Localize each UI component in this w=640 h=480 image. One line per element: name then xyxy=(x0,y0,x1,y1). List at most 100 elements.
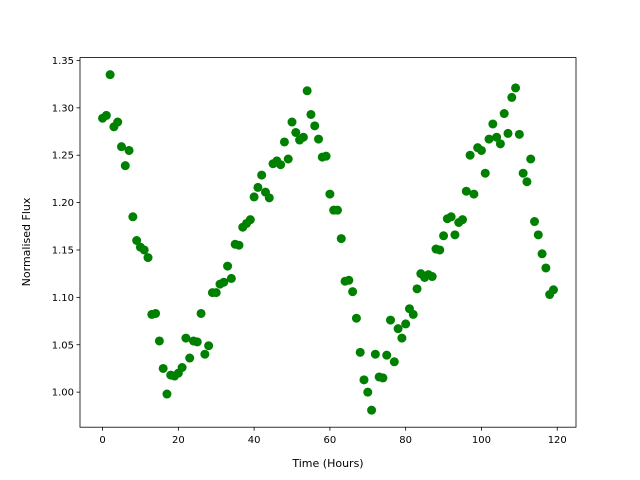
data-point xyxy=(139,245,149,255)
data-point xyxy=(283,154,293,164)
data-point xyxy=(378,373,388,383)
data-point xyxy=(257,170,267,180)
data-point xyxy=(355,347,365,357)
y-tick-label: 1.25 xyxy=(52,151,74,162)
x-axis-label: Time (Hours) xyxy=(291,457,363,470)
data-point xyxy=(359,375,369,385)
data-point xyxy=(382,350,392,360)
data-point xyxy=(533,230,543,240)
data-point xyxy=(488,119,498,129)
data-point xyxy=(344,275,354,285)
data-point xyxy=(397,333,407,343)
data-point xyxy=(249,192,259,202)
data-point xyxy=(514,129,524,139)
data-point xyxy=(435,245,445,255)
data-point xyxy=(469,189,479,199)
data-point xyxy=(412,284,422,294)
data-point xyxy=(526,154,536,164)
data-point xyxy=(446,212,456,222)
data-point xyxy=(537,249,547,259)
data-point xyxy=(389,357,399,367)
x-tick-label: 60 xyxy=(324,435,337,446)
data-point xyxy=(302,86,312,96)
x-tick-label: 20 xyxy=(172,435,185,446)
y-tick-label: 1.15 xyxy=(52,245,74,256)
y-tick-label: 1.05 xyxy=(52,340,74,351)
data-point xyxy=(253,182,263,192)
data-point xyxy=(276,160,286,170)
data-point xyxy=(177,362,187,372)
data-point xyxy=(511,83,521,93)
data-point xyxy=(476,145,486,155)
y-tick-label: 1.35 xyxy=(52,56,74,67)
x-tick-label: 100 xyxy=(472,435,491,446)
y-tick-label: 1.00 xyxy=(52,388,74,399)
data-point xyxy=(351,313,361,323)
plot-frame xyxy=(79,57,577,428)
x-tick-label: 0 xyxy=(99,435,105,446)
y-tick-label: 1.20 xyxy=(52,198,74,209)
data-point xyxy=(393,324,403,334)
data-point xyxy=(101,110,111,120)
data-point xyxy=(279,137,289,147)
data-point xyxy=(151,308,161,318)
data-point xyxy=(541,263,551,273)
data-point xyxy=(223,261,233,271)
data-point xyxy=(450,230,460,240)
data-point xyxy=(310,121,320,131)
y-axis-label: Normalised Flux xyxy=(20,197,33,286)
x-tick-label: 80 xyxy=(399,435,412,446)
data-point xyxy=(128,212,138,222)
data-point xyxy=(181,333,191,343)
data-point xyxy=(503,128,513,138)
data-point xyxy=(370,349,380,359)
data-point xyxy=(306,109,316,119)
data-point xyxy=(367,405,377,415)
data-point xyxy=(234,240,244,250)
data-point xyxy=(287,117,297,127)
x-tick-label: 40 xyxy=(248,435,261,446)
data-point xyxy=(298,132,308,142)
data-point xyxy=(321,151,331,161)
data-point xyxy=(427,272,437,282)
data-point xyxy=(408,309,418,319)
data-point xyxy=(162,389,172,399)
data-point xyxy=(499,109,509,119)
data-point xyxy=(132,236,142,246)
data-point xyxy=(105,70,115,80)
data-point xyxy=(480,168,490,178)
data-point xyxy=(325,189,335,199)
data-point xyxy=(143,253,153,263)
data-point xyxy=(386,315,396,325)
data-point xyxy=(211,288,221,298)
data-point xyxy=(484,134,494,144)
data-point xyxy=(226,273,236,283)
data-point xyxy=(439,231,449,241)
data-point xyxy=(495,139,505,149)
data-point xyxy=(200,349,210,359)
data-point xyxy=(530,217,540,227)
x-tick-label: 120 xyxy=(548,435,567,446)
data-point xyxy=(458,215,468,225)
data-point xyxy=(522,177,532,187)
data-point xyxy=(363,387,373,397)
y-tick-label: 1.10 xyxy=(52,293,74,304)
data-point xyxy=(120,161,130,171)
data-point xyxy=(245,215,255,225)
data-point xyxy=(204,341,214,351)
data-point xyxy=(461,186,471,196)
data-point xyxy=(332,205,342,215)
data-point xyxy=(548,285,558,295)
data-point xyxy=(465,150,475,160)
data-point xyxy=(154,336,164,346)
data-point xyxy=(314,134,324,144)
data-point xyxy=(219,277,229,287)
data-point xyxy=(113,117,123,127)
data-point xyxy=(158,363,168,373)
y-tick-label: 1.30 xyxy=(52,103,74,114)
data-point xyxy=(336,234,346,244)
data-point xyxy=(196,308,206,318)
data-point xyxy=(401,319,411,329)
data-point xyxy=(185,353,195,363)
